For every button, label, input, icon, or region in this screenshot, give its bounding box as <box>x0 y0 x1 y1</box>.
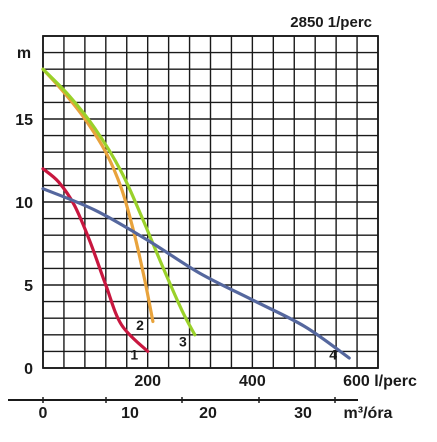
series-line-2 <box>41 67 155 324</box>
x-tick-label-lpm: 400 <box>239 373 266 390</box>
x-tick-label-lpm: 600 l/perc <box>343 373 417 390</box>
pump-curves <box>41 67 351 360</box>
plot-frame <box>42 35 379 369</box>
y-tick-label: 5 <box>24 278 33 295</box>
y-tick-label: 10 <box>15 195 33 212</box>
y-axis-label: m <box>17 45 31 62</box>
chart-title: 2850 1/perc <box>290 14 372 31</box>
series-line-1 <box>41 167 150 353</box>
y-tick-label: 0 <box>24 361 33 378</box>
chart-grid <box>8 35 379 403</box>
x-tick-label-m3h: 30 <box>294 405 312 422</box>
curve-number-label: 2 <box>136 317 144 333</box>
x-tick-label-lpm: 200 <box>134 373 161 390</box>
curve-number-label: 4 <box>329 347 337 363</box>
curve-number-label: 1 <box>130 347 138 363</box>
x-tick-label-m3h: m³/óra <box>344 405 393 422</box>
x-tick-label-m3h: 0 <box>39 405 48 422</box>
series-line-3 <box>41 67 197 337</box>
y-tick-label: 15 <box>15 112 33 129</box>
x-tick-label-m3h: 20 <box>199 405 217 422</box>
x-tick-label-m3h: 10 <box>121 405 139 422</box>
chart-labels: 0 5 10 15 200 400 600 l/perc 0 10 20 30 m³/óra 1 2 3 4 <box>15 112 417 422</box>
series-line-4 <box>41 187 351 360</box>
curve-number-label: 3 <box>179 333 187 349</box>
